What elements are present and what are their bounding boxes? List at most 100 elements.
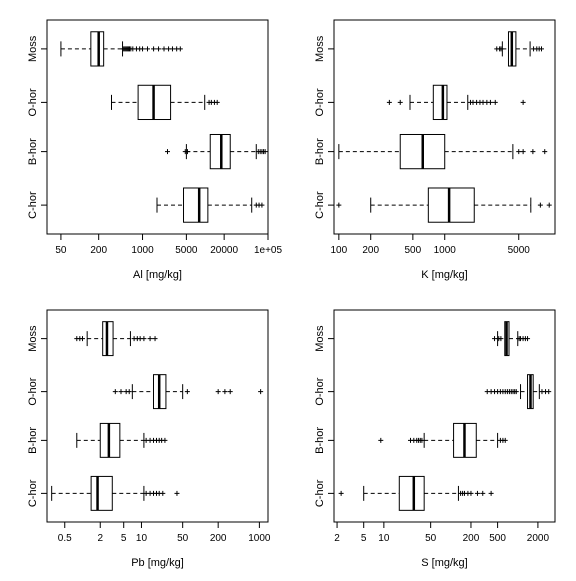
outlier-point bbox=[153, 336, 158, 341]
panel-2: 0.5 2 5 10 50 200 1000Pb [mg/kg]MossO-horB-hor… bbox=[27, 310, 271, 569]
x-tick-label: 200 bbox=[90, 245, 107, 256]
x-tick-label: 5 bbox=[361, 533, 367, 544]
box-b-hor: B-hor bbox=[27, 423, 167, 457]
category-label: Moss bbox=[27, 325, 39, 352]
outlier-point bbox=[119, 389, 124, 394]
outlier-point bbox=[178, 46, 183, 51]
box-moss: Moss bbox=[314, 322, 530, 356]
panel-3: 2 5 10 50 200 500 2000 S [mg/kg] Moss O-hor B-hor C… bbox=[314, 310, 555, 569]
x-tick-label: 5 bbox=[121, 533, 127, 544]
category-label: B-hor bbox=[27, 427, 39, 454]
x-axis-label: Pb [mg/kg] bbox=[131, 557, 184, 569]
outlier-point bbox=[162, 438, 167, 443]
outlier-point bbox=[542, 149, 547, 154]
iqr-box bbox=[399, 476, 424, 510]
box-c-hor: C-hor bbox=[27, 476, 179, 510]
outlier-point bbox=[547, 203, 552, 208]
category-label: Moss bbox=[27, 35, 39, 62]
category-label: O-hor bbox=[27, 88, 39, 116]
category-label: O-hor bbox=[314, 88, 326, 116]
category-label: C-hor bbox=[314, 191, 326, 219]
category-label: C-hor bbox=[27, 479, 39, 507]
outlier-point bbox=[160, 491, 165, 496]
category-label: O-hor bbox=[314, 377, 326, 405]
outlier-point bbox=[539, 46, 544, 51]
outlier-point bbox=[228, 389, 233, 394]
x-tick-label: 10 bbox=[378, 533, 390, 544]
outlier-point bbox=[140, 46, 145, 51]
x-tick-label: 50 bbox=[177, 533, 189, 544]
outlier-point bbox=[80, 336, 85, 341]
x-tick-label: 0.5 bbox=[58, 533, 72, 544]
iqr-box bbox=[91, 476, 112, 510]
outlier-point bbox=[127, 389, 132, 394]
outlier-point bbox=[156, 46, 161, 51]
outlier-point bbox=[538, 203, 543, 208]
outlier-point bbox=[174, 491, 179, 496]
box-o-hor: O-hor bbox=[27, 85, 220, 119]
x-tick-label: 100 bbox=[331, 245, 348, 256]
outlier-point bbox=[141, 336, 146, 341]
outlier-point bbox=[488, 100, 493, 105]
x-tick-label: 50 bbox=[425, 533, 437, 544]
category-label: O-hor bbox=[27, 377, 39, 405]
outlier-point bbox=[489, 491, 494, 496]
outlier-point bbox=[480, 491, 485, 496]
category-label: B-hor bbox=[314, 427, 326, 454]
x-tick-label: 20000 bbox=[210, 245, 238, 256]
category-label: B-hor bbox=[27, 138, 39, 165]
outlier-point bbox=[151, 46, 156, 51]
x-tick-label: 50 bbox=[55, 245, 67, 256]
x-tick-label: 2000 bbox=[527, 533, 550, 544]
x-tick-label: 5000 bbox=[508, 245, 531, 256]
outlier-point bbox=[378, 438, 383, 443]
box-c-hor: C-hor bbox=[27, 188, 264, 222]
iqr-box bbox=[433, 85, 447, 119]
x-tick-label: 1000 bbox=[248, 533, 271, 544]
outlier-point bbox=[530, 149, 535, 154]
outlier-point bbox=[398, 100, 403, 105]
box-c-hor: C-hor bbox=[314, 476, 494, 510]
iqr-box bbox=[428, 188, 474, 222]
x-tick-label: 200 bbox=[463, 533, 480, 544]
x-tick-label: 500 bbox=[489, 533, 506, 544]
outlier-point bbox=[162, 46, 167, 51]
x-tick-label: 200 bbox=[210, 533, 227, 544]
outlier-point bbox=[516, 149, 521, 154]
category-label: B-hor bbox=[314, 138, 326, 165]
panel-0: 50 200 1000 5000 20000 1e+05 Al [mg/kg] Moss O-h… bbox=[27, 20, 282, 281]
iqr-box bbox=[184, 188, 208, 222]
outlier-point bbox=[475, 491, 480, 496]
outlier-point bbox=[339, 491, 344, 496]
x-axis-label: Al [mg/kg] bbox=[133, 269, 182, 281]
x-tick-label: 500 bbox=[405, 245, 422, 256]
outlier-point bbox=[546, 389, 551, 394]
outlier-point bbox=[468, 491, 473, 496]
outlier-point bbox=[145, 46, 150, 51]
outlier-point bbox=[113, 389, 118, 394]
box-c-hor: C-hor bbox=[314, 188, 552, 222]
box-b-hor: B-hor bbox=[314, 134, 547, 168]
outlier-point bbox=[387, 100, 392, 105]
x-tick-label: 1000 bbox=[434, 245, 457, 256]
x-tick-label: 1000 bbox=[131, 245, 154, 256]
plot-frame bbox=[334, 310, 555, 522]
plot-frame bbox=[47, 310, 268, 522]
box-o-hor: O-hor bbox=[314, 85, 526, 119]
outlier-point bbox=[222, 389, 227, 394]
x-tick-label: 200 bbox=[362, 245, 379, 256]
box-o-hor: O-hor bbox=[314, 375, 551, 409]
box-moss: Moss bbox=[314, 32, 544, 66]
x-axis-label: S [mg/kg] bbox=[421, 557, 467, 569]
outlier-point bbox=[215, 100, 220, 105]
x-tick-label: 5000 bbox=[175, 245, 198, 256]
outlier-point bbox=[503, 438, 508, 443]
iqr-box bbox=[91, 32, 104, 66]
x-tick-label: 10 bbox=[136, 533, 148, 544]
outlier-point bbox=[165, 149, 170, 154]
box-moss: Moss bbox=[27, 32, 183, 66]
outlier-point bbox=[521, 149, 526, 154]
outlier-point bbox=[336, 203, 341, 208]
outlier-point bbox=[258, 389, 263, 394]
